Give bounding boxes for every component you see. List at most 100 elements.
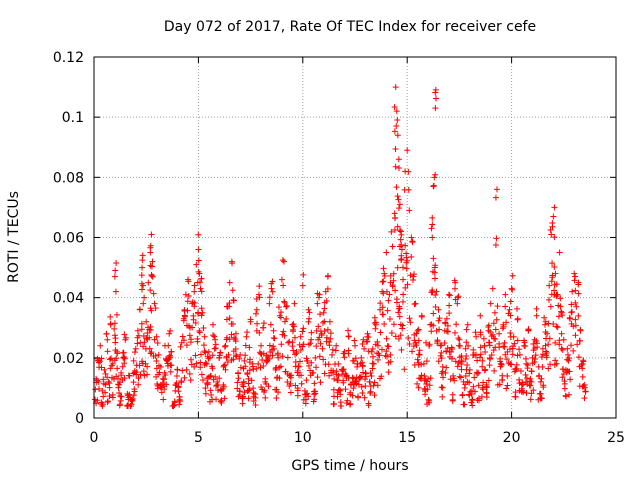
data-point	[468, 397, 475, 404]
data-point	[436, 315, 443, 322]
data-point	[365, 402, 372, 409]
data-point	[246, 356, 253, 363]
data-point	[432, 105, 439, 112]
data-point	[205, 348, 212, 355]
data-point	[306, 309, 313, 316]
data-point	[335, 360, 342, 367]
data-point	[108, 362, 115, 369]
data-point	[465, 342, 472, 349]
data-point	[552, 270, 559, 277]
data-point	[184, 298, 191, 305]
data-point	[253, 306, 260, 313]
data-point	[395, 196, 402, 203]
data-point	[526, 382, 533, 389]
data-point	[483, 383, 490, 390]
data-point	[213, 396, 220, 403]
data-point	[189, 324, 196, 331]
data-point	[130, 392, 137, 399]
data-point	[266, 342, 273, 349]
data-point	[109, 374, 116, 381]
data-point	[547, 361, 554, 368]
data-point	[345, 347, 352, 354]
data-point	[197, 285, 204, 292]
data-point	[111, 332, 118, 339]
data-point	[479, 363, 486, 370]
data-point	[106, 356, 113, 363]
data-point	[574, 341, 581, 348]
data-point	[312, 388, 319, 395]
data-point	[385, 369, 392, 376]
data-point	[147, 350, 154, 357]
data-point	[546, 335, 553, 342]
data-point	[155, 351, 162, 358]
data-point	[255, 360, 262, 367]
data-point	[120, 349, 127, 356]
data-point	[185, 278, 192, 285]
data-point	[248, 377, 255, 384]
data-point	[570, 347, 577, 354]
data-point	[496, 381, 503, 388]
data-point	[400, 291, 407, 298]
data-point	[352, 342, 358, 349]
data-point	[514, 337, 521, 344]
data-point	[221, 395, 228, 402]
data-point	[580, 358, 587, 365]
data-point	[568, 342, 575, 349]
data-point	[430, 310, 437, 317]
data-point	[566, 355, 573, 362]
data-point	[406, 207, 413, 214]
data-point	[252, 401, 259, 408]
data-point	[232, 338, 239, 345]
data-point	[404, 147, 411, 154]
data-point	[500, 323, 507, 330]
data-point	[293, 350, 300, 357]
data-point	[266, 294, 273, 301]
data-point	[470, 383, 477, 390]
data-point	[302, 400, 309, 407]
data-point	[316, 294, 323, 301]
data-point	[512, 366, 519, 373]
data-point	[557, 295, 564, 302]
data-point	[114, 350, 121, 357]
data-point	[549, 220, 556, 227]
data-point	[371, 320, 378, 327]
data-point	[472, 352, 479, 359]
data-point	[106, 384, 113, 391]
data-point	[424, 386, 431, 393]
data-point	[211, 345, 218, 352]
data-point	[472, 329, 479, 336]
data-point	[314, 374, 321, 381]
data-point	[575, 354, 582, 361]
data-point	[241, 357, 248, 364]
data-point	[404, 281, 411, 288]
data-point	[509, 272, 516, 279]
data-point	[336, 386, 343, 393]
data-point	[521, 337, 528, 344]
data-point	[481, 343, 488, 350]
data-point	[408, 234, 415, 241]
data-point	[371, 314, 378, 321]
data-point	[531, 358, 538, 365]
data-point	[191, 282, 198, 289]
data-point	[256, 294, 263, 301]
data-point	[319, 319, 326, 326]
data-point	[145, 279, 152, 286]
data-point	[340, 366, 347, 373]
data-point	[121, 360, 128, 367]
data-point	[308, 359, 315, 366]
data-point	[200, 325, 207, 332]
data-point	[492, 326, 499, 333]
data-point	[398, 256, 405, 263]
data-point	[294, 367, 301, 374]
data-point	[429, 214, 436, 221]
data-point	[524, 365, 531, 372]
data-point	[284, 379, 291, 386]
data-point	[367, 369, 374, 376]
data-point	[240, 393, 247, 400]
data-point	[464, 321, 471, 328]
data-point	[453, 321, 460, 328]
data-point	[324, 285, 331, 292]
data-point	[492, 194, 499, 201]
data-point	[161, 369, 168, 376]
